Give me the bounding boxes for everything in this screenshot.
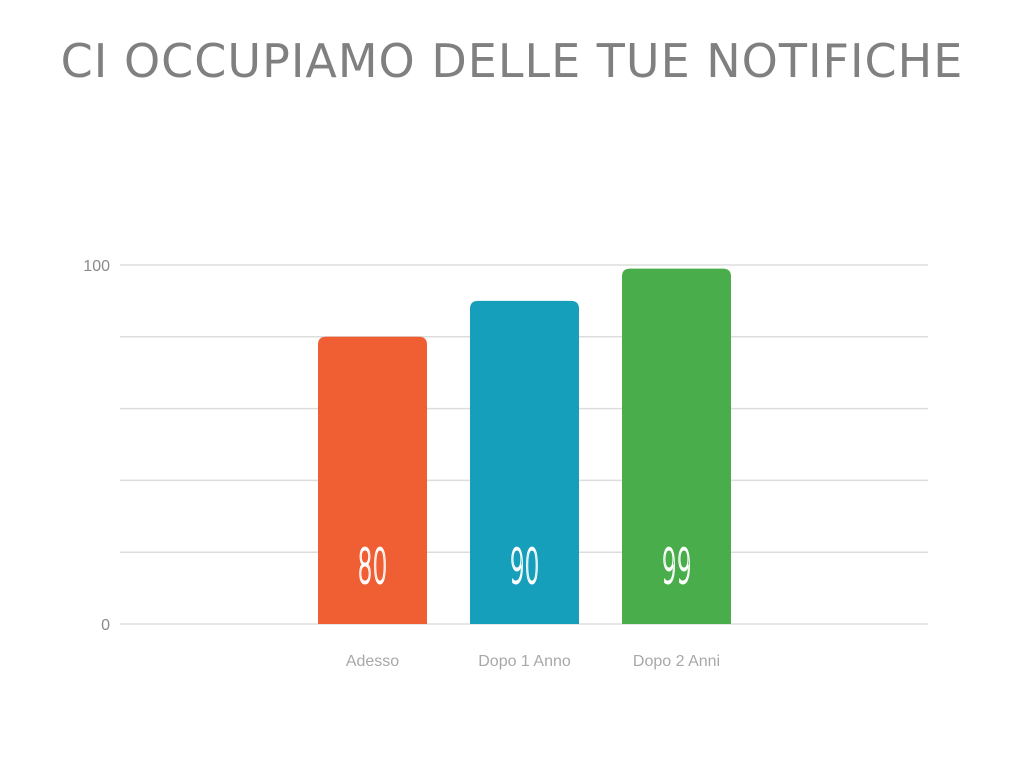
y-tick-label: 0 — [101, 617, 110, 634]
x-category-label: Dopo 2 Anni — [633, 653, 720, 670]
data-label: 99 — [662, 539, 692, 595]
bar-dopo-1-anno — [470, 300, 579, 624]
bar-dopo-2-anni — [622, 268, 731, 624]
x-category-label: Dopo 1 Anno — [478, 653, 571, 670]
data-label: 90 — [510, 539, 540, 595]
data-label: 80 — [358, 539, 388, 595]
y-tick-label: 100 — [83, 258, 110, 275]
x-category-label: Adesso — [346, 653, 399, 670]
bar-adesso — [318, 336, 427, 624]
chart-title: CI OCCUPIAMO DELLE TUE NOTIFICHE — [60, 34, 964, 88]
